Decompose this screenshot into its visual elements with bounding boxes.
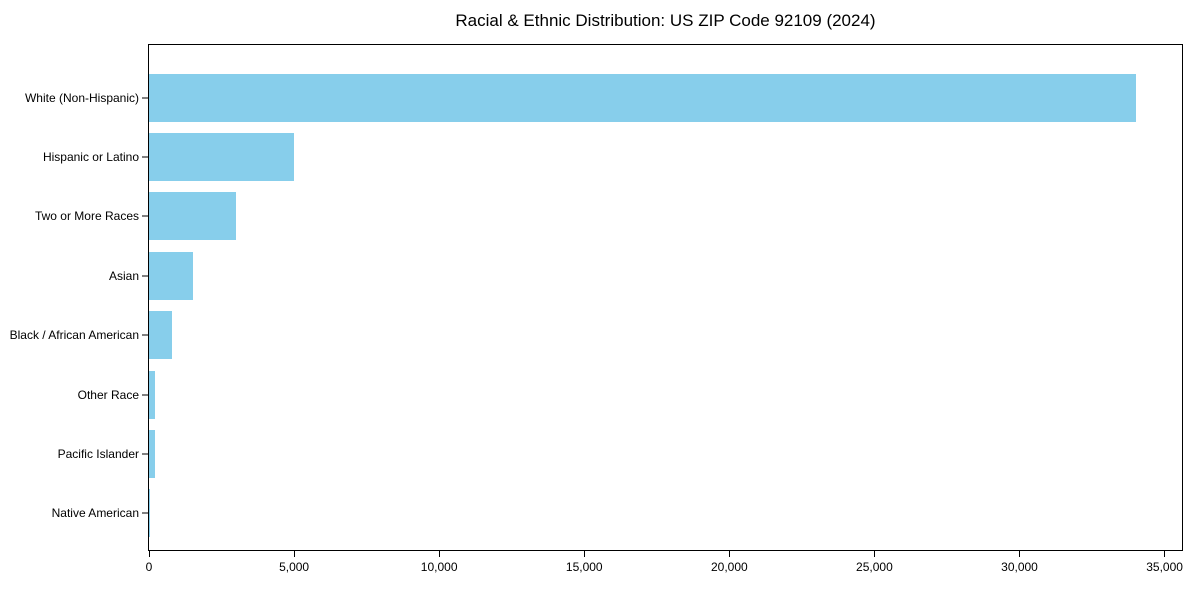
bar (149, 429, 155, 478)
x-tick-mark (873, 551, 875, 557)
bar-row: Black / African American (10, 306, 1182, 365)
bar-row: Other Race (78, 365, 1182, 424)
y-tick-label: Hispanic or Latino (42, 150, 139, 165)
y-tick-mark (142, 275, 148, 277)
x-tick-mark (728, 551, 730, 557)
bar (149, 133, 295, 182)
x-tick-label: 10,000 (420, 560, 458, 574)
x-tick-mark (438, 551, 440, 557)
y-tick-mark (142, 453, 148, 455)
bar-row: Native American (52, 484, 1182, 543)
x-tick-label: 25,000 (856, 560, 893, 574)
bar-row: Asian (109, 246, 1182, 305)
chart-title: Racial & Ethnic Distribution: US ZIP Cod… (455, 11, 876, 30)
y-tick-label: Asian (108, 268, 139, 283)
y-tick-mark (142, 394, 148, 396)
bar-row: Hispanic or Latino (43, 127, 1182, 186)
bar (149, 370, 155, 419)
bar-row: Two or More Races (35, 187, 1182, 246)
bar (149, 251, 193, 300)
x-tick-mark (148, 551, 150, 557)
x-tick-mark (583, 551, 585, 557)
y-tick-mark (142, 334, 148, 336)
plot-area: White (Non-Hispanic) Hispanic or Latino Tw… (10, 44, 1183, 574)
bars-container: White (Non-Hispanic) Hispanic or Latino Tw… (10, 45, 1182, 550)
x-tick-label: 30,000 (1001, 560, 1038, 574)
y-tick-mark (142, 512, 148, 514)
bar (149, 311, 173, 360)
bar (149, 73, 1136, 122)
x-tick-label: 20,000 (710, 560, 748, 574)
y-tick-label: Pacific Islander (57, 446, 139, 461)
y-tick-label: Black / African American (9, 328, 139, 343)
y-tick-label: Two or More Races (34, 209, 139, 224)
y-tick-mark (142, 97, 148, 99)
x-tick-mark (293, 551, 295, 557)
y-tick-mark (142, 156, 148, 158)
y-tick-mark (142, 215, 148, 217)
x-tick-label: 15,000 (565, 560, 603, 574)
bar-row: White (Non-Hispanic) (25, 68, 1182, 127)
y-tick-label: White (Non-Hispanic) (24, 90, 139, 105)
x-tick-label: 5,000 (279, 560, 310, 574)
y-tick-label: Native American (51, 506, 139, 521)
y-tick-label: Other Race (77, 387, 139, 402)
bar-row: Pacific Islander (58, 424, 1182, 483)
x-tick-mark (1019, 551, 1020, 557)
x-tick-mark (1164, 551, 1166, 557)
x-tick-label: 35,000 (1146, 560, 1183, 574)
bar (149, 489, 150, 538)
x-tick-label: 0 (145, 560, 153, 574)
bar (149, 192, 237, 241)
